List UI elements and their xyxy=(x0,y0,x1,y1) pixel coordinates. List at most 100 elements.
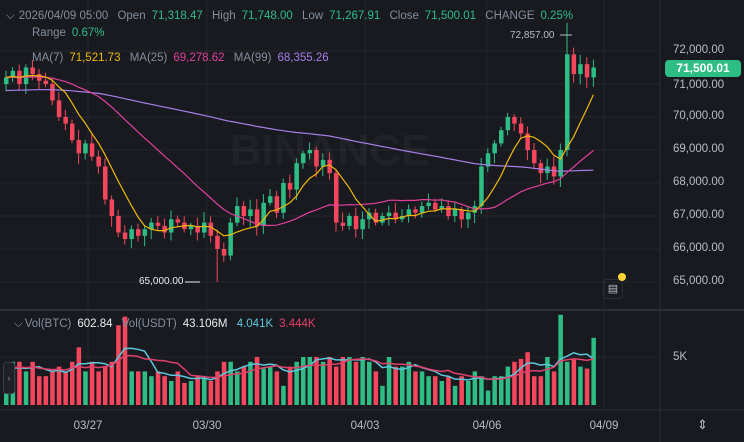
volume-bar xyxy=(565,361,570,405)
change-label: CHANGE xyxy=(485,10,535,22)
candle-body xyxy=(109,199,115,216)
low-value: 71,267.91 xyxy=(329,10,381,22)
collapse-chevron-icon[interactable]: ⌵ xyxy=(6,10,15,22)
volume-bar xyxy=(109,361,115,405)
volume-bar xyxy=(294,361,299,405)
candle-body xyxy=(525,133,530,150)
candle-body xyxy=(43,80,49,84)
candle-body xyxy=(248,209,253,216)
candle-body xyxy=(452,209,458,216)
candle-body xyxy=(10,70,16,78)
volume-bar xyxy=(228,361,233,405)
volume-bar xyxy=(400,366,405,405)
candles xyxy=(4,22,596,282)
candle-body xyxy=(63,117,68,124)
ma99-line xyxy=(5,88,594,172)
volume-bar xyxy=(571,358,577,405)
volume-bar xyxy=(340,357,346,405)
notification-dot xyxy=(618,273,626,281)
time-axis-label: 03/27 xyxy=(73,420,103,432)
candle-body xyxy=(512,117,517,124)
volume-bar xyxy=(446,376,451,405)
price-axis-label: 65,000.00 xyxy=(673,275,725,287)
candle-body xyxy=(466,212,471,220)
candle-body xyxy=(433,202,438,210)
price-axis-label: 70,000.00 xyxy=(673,110,725,122)
candle-body xyxy=(551,166,557,177)
candle-body xyxy=(367,212,372,220)
volume-bar xyxy=(360,357,365,405)
volume-bar xyxy=(466,381,471,405)
candle-body xyxy=(136,229,141,236)
candle-datetime: 2026/04/09 05:00 xyxy=(18,10,109,22)
low-label: Low xyxy=(302,10,324,22)
candle-body xyxy=(327,159,332,174)
candle-body xyxy=(241,206,247,216)
candle-body xyxy=(439,206,445,210)
range-value: 0.67% xyxy=(71,27,105,39)
volume-bar xyxy=(439,381,445,405)
candle-body xyxy=(103,166,108,200)
volume-bar xyxy=(551,371,557,405)
volume-bar xyxy=(235,371,240,405)
volume-bar xyxy=(208,381,214,405)
volume-bar xyxy=(37,376,42,405)
candle-body xyxy=(76,140,82,154)
candle-body xyxy=(215,235,220,249)
volume-bar xyxy=(142,371,148,405)
ma7-label[interactable]: MA(7) xyxy=(32,52,64,64)
expand-axis-icon[interactable]: ⇕ xyxy=(697,417,708,432)
volume-bar xyxy=(512,361,517,405)
volume-bar xyxy=(274,371,280,405)
volume-bar xyxy=(221,361,227,405)
candle-body xyxy=(169,219,174,233)
news-icon[interactable]: ▤ xyxy=(603,279,623,299)
collapse-chevron-icon[interactable]: ⌵ xyxy=(14,318,23,330)
volume-bar xyxy=(254,357,260,405)
candle-body xyxy=(393,212,398,220)
vol-btc-value: 602.84 xyxy=(77,318,113,330)
volume-bar xyxy=(70,361,75,405)
volume-bar xyxy=(578,366,583,405)
volume-bar xyxy=(406,361,412,405)
candle-body xyxy=(4,77,9,84)
candle-body xyxy=(149,222,154,230)
volume-bar xyxy=(307,357,313,405)
volume-bar xyxy=(17,361,22,405)
candle-body xyxy=(188,225,194,230)
candle-body xyxy=(56,100,62,117)
volume-bar xyxy=(281,385,286,405)
candle-body xyxy=(532,150,537,164)
volume-bar xyxy=(433,376,438,405)
volume-bar xyxy=(248,361,253,405)
volume-legend: ⌵ Vol(BTC) 602.84 Vol(USDT) 43.106M 4.041K 3… xyxy=(14,318,322,331)
volume-bar xyxy=(525,352,530,405)
ma25-label[interactable]: MA(25) xyxy=(129,52,168,64)
open-value: 71,318.47 xyxy=(151,10,203,22)
volume-bar xyxy=(505,366,511,405)
volume-bar xyxy=(129,371,134,405)
volume-bar xyxy=(43,376,49,405)
candle-body xyxy=(274,196,280,213)
panel-toggle-icon[interactable]: › xyxy=(3,362,15,394)
volume-bar xyxy=(89,361,95,405)
indicator-lines xyxy=(5,34,594,381)
candle-body xyxy=(340,222,346,226)
candle-body xyxy=(578,64,583,75)
candle-body xyxy=(142,229,148,236)
candle-body xyxy=(155,222,161,226)
open-label: Open xyxy=(117,10,146,22)
candle-body xyxy=(228,222,233,256)
candle-body xyxy=(96,156,101,167)
volume-bar xyxy=(155,371,161,405)
ma99-label[interactable]: MA(99) xyxy=(233,52,272,64)
candle-body xyxy=(287,183,293,190)
candle-body xyxy=(320,159,326,167)
candle-body xyxy=(505,117,511,131)
candle-body xyxy=(406,209,412,216)
candle-body xyxy=(235,206,240,223)
volume-bar xyxy=(532,376,537,405)
candle-body xyxy=(426,202,431,207)
volume-bar xyxy=(50,371,55,405)
